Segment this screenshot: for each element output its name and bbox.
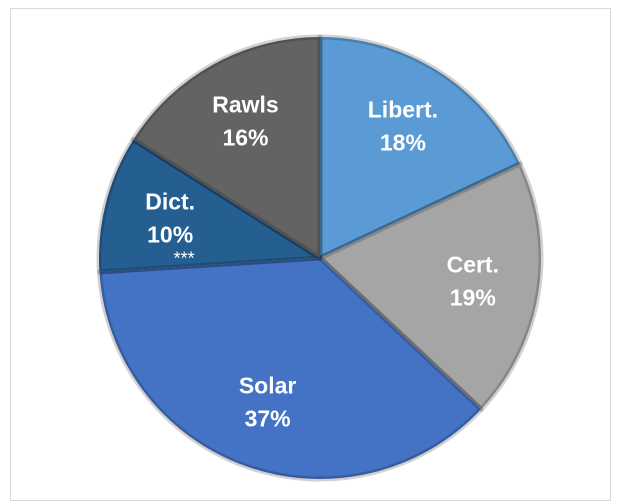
slice-label: Cert. bbox=[447, 251, 499, 277]
slice-value-label: 37% bbox=[245, 406, 291, 432]
slice-value-label: 19% bbox=[450, 284, 496, 310]
pie-slice bbox=[96, 255, 484, 482]
slice-label: Libert. bbox=[368, 96, 438, 122]
slice-value-label: 18% bbox=[380, 129, 426, 155]
pie-slice bbox=[96, 137, 323, 275]
slice-label: Dict. bbox=[145, 189, 195, 215]
pie-slice bbox=[130, 34, 323, 261]
slice-value-label: 10% bbox=[147, 222, 193, 248]
pie-slice bbox=[317, 161, 544, 412]
pie-slice bbox=[317, 34, 523, 261]
annotation: *** bbox=[174, 248, 195, 268]
slice-label: Solar bbox=[239, 373, 297, 399]
slice-label: Rawls bbox=[212, 92, 278, 118]
slice-value-label: 16% bbox=[222, 125, 268, 151]
